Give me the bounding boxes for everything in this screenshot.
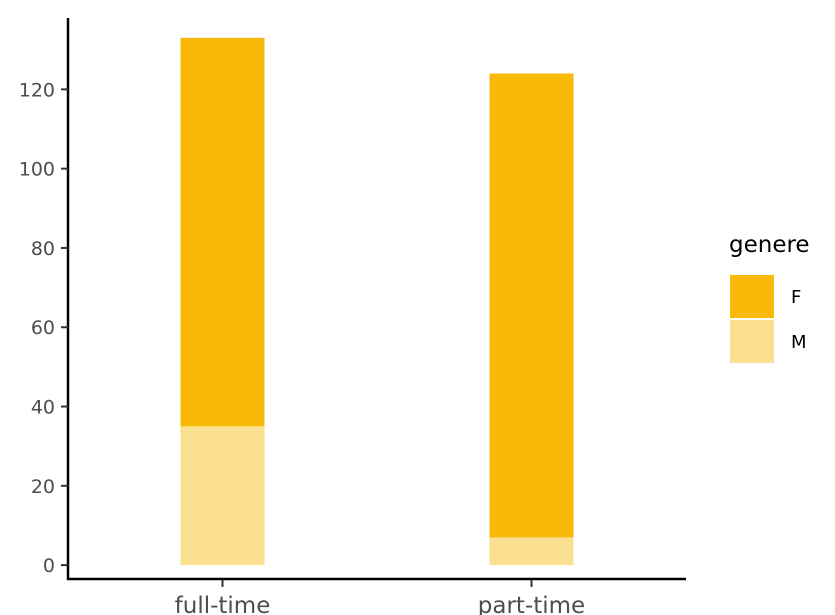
y-tick-label: 60 [31,317,55,339]
y-tick-label: 0 [43,555,55,577]
bar-part-time-F [489,73,574,538]
legend-title: genere [729,232,810,258]
bar-full-time-F [180,37,265,427]
x-tick-label: full-time [175,593,271,615]
legend-label-F: F [791,287,801,308]
legend-label-M: M [791,332,807,353]
legend-swatch-F [730,275,774,318]
bar-full-time-M [180,426,265,566]
legend: genere F M [729,232,810,363]
y-ticks: 0 20 40 60 80 100 120 [19,79,68,577]
y-tick-label: 120 [19,79,55,101]
y-tick-label: 100 [19,159,55,181]
bar-part-time-M [489,537,574,566]
y-tick-label: 80 [31,238,55,260]
x-tick-label: part-time [478,593,585,615]
y-tick-label: 40 [31,397,55,419]
x-ticks: full-time part-time [175,580,585,615]
bars [180,37,574,566]
legend-swatch-M [730,320,774,363]
y-tick-label: 20 [31,476,55,498]
